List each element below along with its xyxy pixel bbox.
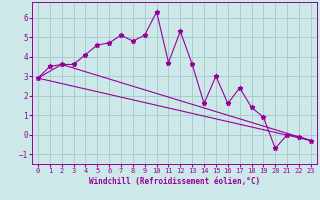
X-axis label: Windchill (Refroidissement éolien,°C): Windchill (Refroidissement éolien,°C)	[89, 177, 260, 186]
